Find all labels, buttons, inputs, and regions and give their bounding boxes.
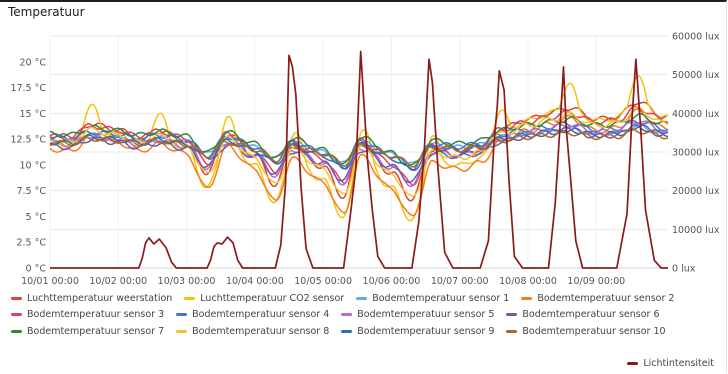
x-tick-label: 10/02 00:00 (89, 276, 147, 287)
legend-item[interactable]: Bodemtemperatuur sensor 9 (341, 326, 494, 337)
legend-label: Bodemtemperatuur sensor 6 (522, 309, 660, 321)
series-line-bodemtemperatuur-sensor-7 (49, 113, 669, 167)
y-left-tick-label: 15 °C (20, 109, 47, 120)
legend-label: Bodemtemperatuur sensor 7 (27, 325, 165, 337)
legend-swatch (356, 296, 368, 300)
series-line-bodemtemperatuur-sensor-6 (49, 124, 669, 184)
x-tick-label: 10/08 00:00 (499, 276, 557, 287)
y-left-tick-label: 7.5 °C (16, 186, 46, 197)
legend-swatch (11, 329, 22, 333)
y-right-tick-label: 10000 lux (672, 225, 720, 236)
legend-swatch (11, 296, 22, 300)
x-tick-label: 10/06 00:00 (363, 276, 421, 287)
y-left-tick-label: 0 °C (26, 264, 47, 275)
legend-item[interactable]: Bodemtemperatuur sensor 1 (356, 293, 509, 304)
legend-item[interactable]: Luchttemperatuur CO2 sensor (184, 293, 344, 304)
legend-label: Bodemtemperatuur sensor 9 (357, 325, 495, 337)
legend-item[interactable]: Bodemtemperatuur sensor 8 (176, 326, 329, 337)
legend-label: Luchttemperatuur weerstation (27, 292, 173, 304)
legend-label: Bodemtemperatuur sensor 10 (522, 325, 666, 337)
legend-label: Bodemtemperatuur sensor 5 (357, 309, 495, 321)
x-tick-label: 10/09 00:00 (567, 276, 625, 287)
legend-swatch (341, 329, 353, 333)
legend-item-light[interactable]: Lichtintensiteit (627, 358, 714, 369)
x-tick-label: 10/03 00:00 (158, 276, 216, 287)
x-tick-label: 10/05 00:00 (294, 276, 352, 287)
x-tick-label: 10/07 00:00 (431, 276, 489, 287)
legend-label: Bodemtemperatuur sensor 1 (372, 292, 510, 304)
y-right-tick-label: 0 lux (672, 264, 696, 275)
y-right-tick-label: 20000 lux (672, 186, 720, 197)
series-line-lichtintensiteit (50, 50, 668, 269)
card-title: Temperatuur (8, 5, 85, 19)
y-right-tick-label: 40000 lux (672, 109, 720, 120)
legend-label: Bodemtemperatuur sensor 8 (192, 325, 330, 337)
legend-item[interactable]: Bodemtemperatuur sensor 4 (176, 309, 329, 320)
legend-item[interactable]: Bodemtemperatuur sensor 7 (11, 326, 164, 337)
legend-item[interactable]: Bodemtemperatuur sensor 6 (506, 309, 660, 321)
legend-label: Bodemtemperatuur sensor 3 (27, 309, 165, 321)
legend: Luchttemperatuur weerstation Luchttempera… (11, 290, 711, 340)
x-tick-label: 10/01 00:00 (21, 276, 79, 287)
legend-item[interactable]: Bodemtemperatuur sensor 10 (506, 325, 666, 337)
y-left-tick-label: 20 °C (20, 57, 47, 68)
y-left-tick-label: 10 °C (20, 160, 47, 171)
y-left-tick-label: 5 °C (26, 212, 47, 223)
line-chart[interactable]: 0 lux 10000 lux 20000 lux 30000 lux 40000 lu… (0, 0, 728, 290)
legend-swatch (176, 313, 188, 317)
legend-swatch (627, 362, 639, 365)
legend-row: Bodemtemperatuur sensor 7 Bodemtemperatuu… (11, 323, 711, 340)
legend-swatch (176, 329, 188, 333)
y-right-tick-label: 60000 lux (672, 32, 720, 43)
legend-swatch (521, 296, 533, 300)
legend-swatch (341, 313, 353, 317)
legend-item[interactable]: Bodemtemperatuur sensor 5 (341, 309, 494, 320)
legend-label: Bodemtemperatuur sensor 2 (537, 292, 675, 304)
series-line-bodemtemperatuur-sensor-10 (49, 128, 669, 168)
legend-item[interactable]: Luchttemperatuur weerstation (11, 293, 172, 304)
legend-row: Bodemtemperatuur sensor 3 Bodemtemperatuu… (11, 307, 711, 324)
legend-row: Luchttemperatuur weerstation Luchttempera… (11, 290, 711, 307)
legend-item[interactable]: Bodemtemperatuur sensor 2 (521, 293, 674, 304)
legend-item[interactable]: Bodemtemperatuur sensor 3 (11, 309, 164, 320)
legend-swatch (506, 313, 518, 317)
legend-swatch (506, 329, 518, 333)
legend-label: Luchttemperatuur CO2 sensor (200, 292, 345, 304)
y-left-tick-label: 2.5 °C (16, 238, 46, 249)
y-right-tick-label: 50000 lux (672, 70, 720, 81)
x-tick-label: 10/04 00:00 (226, 276, 284, 287)
legend-swatch (11, 313, 22, 317)
y-right-tick-label: 30000 lux (672, 148, 720, 159)
legend-label: Lichtintensiteit (643, 358, 714, 369)
legend-swatch (184, 296, 196, 300)
legend-label: Bodemtemperatuur sensor 4 (192, 309, 330, 321)
y-left-tick-label: 17.5 °C (10, 83, 46, 94)
y-left-tick-label: 12.5 °C (10, 135, 46, 146)
